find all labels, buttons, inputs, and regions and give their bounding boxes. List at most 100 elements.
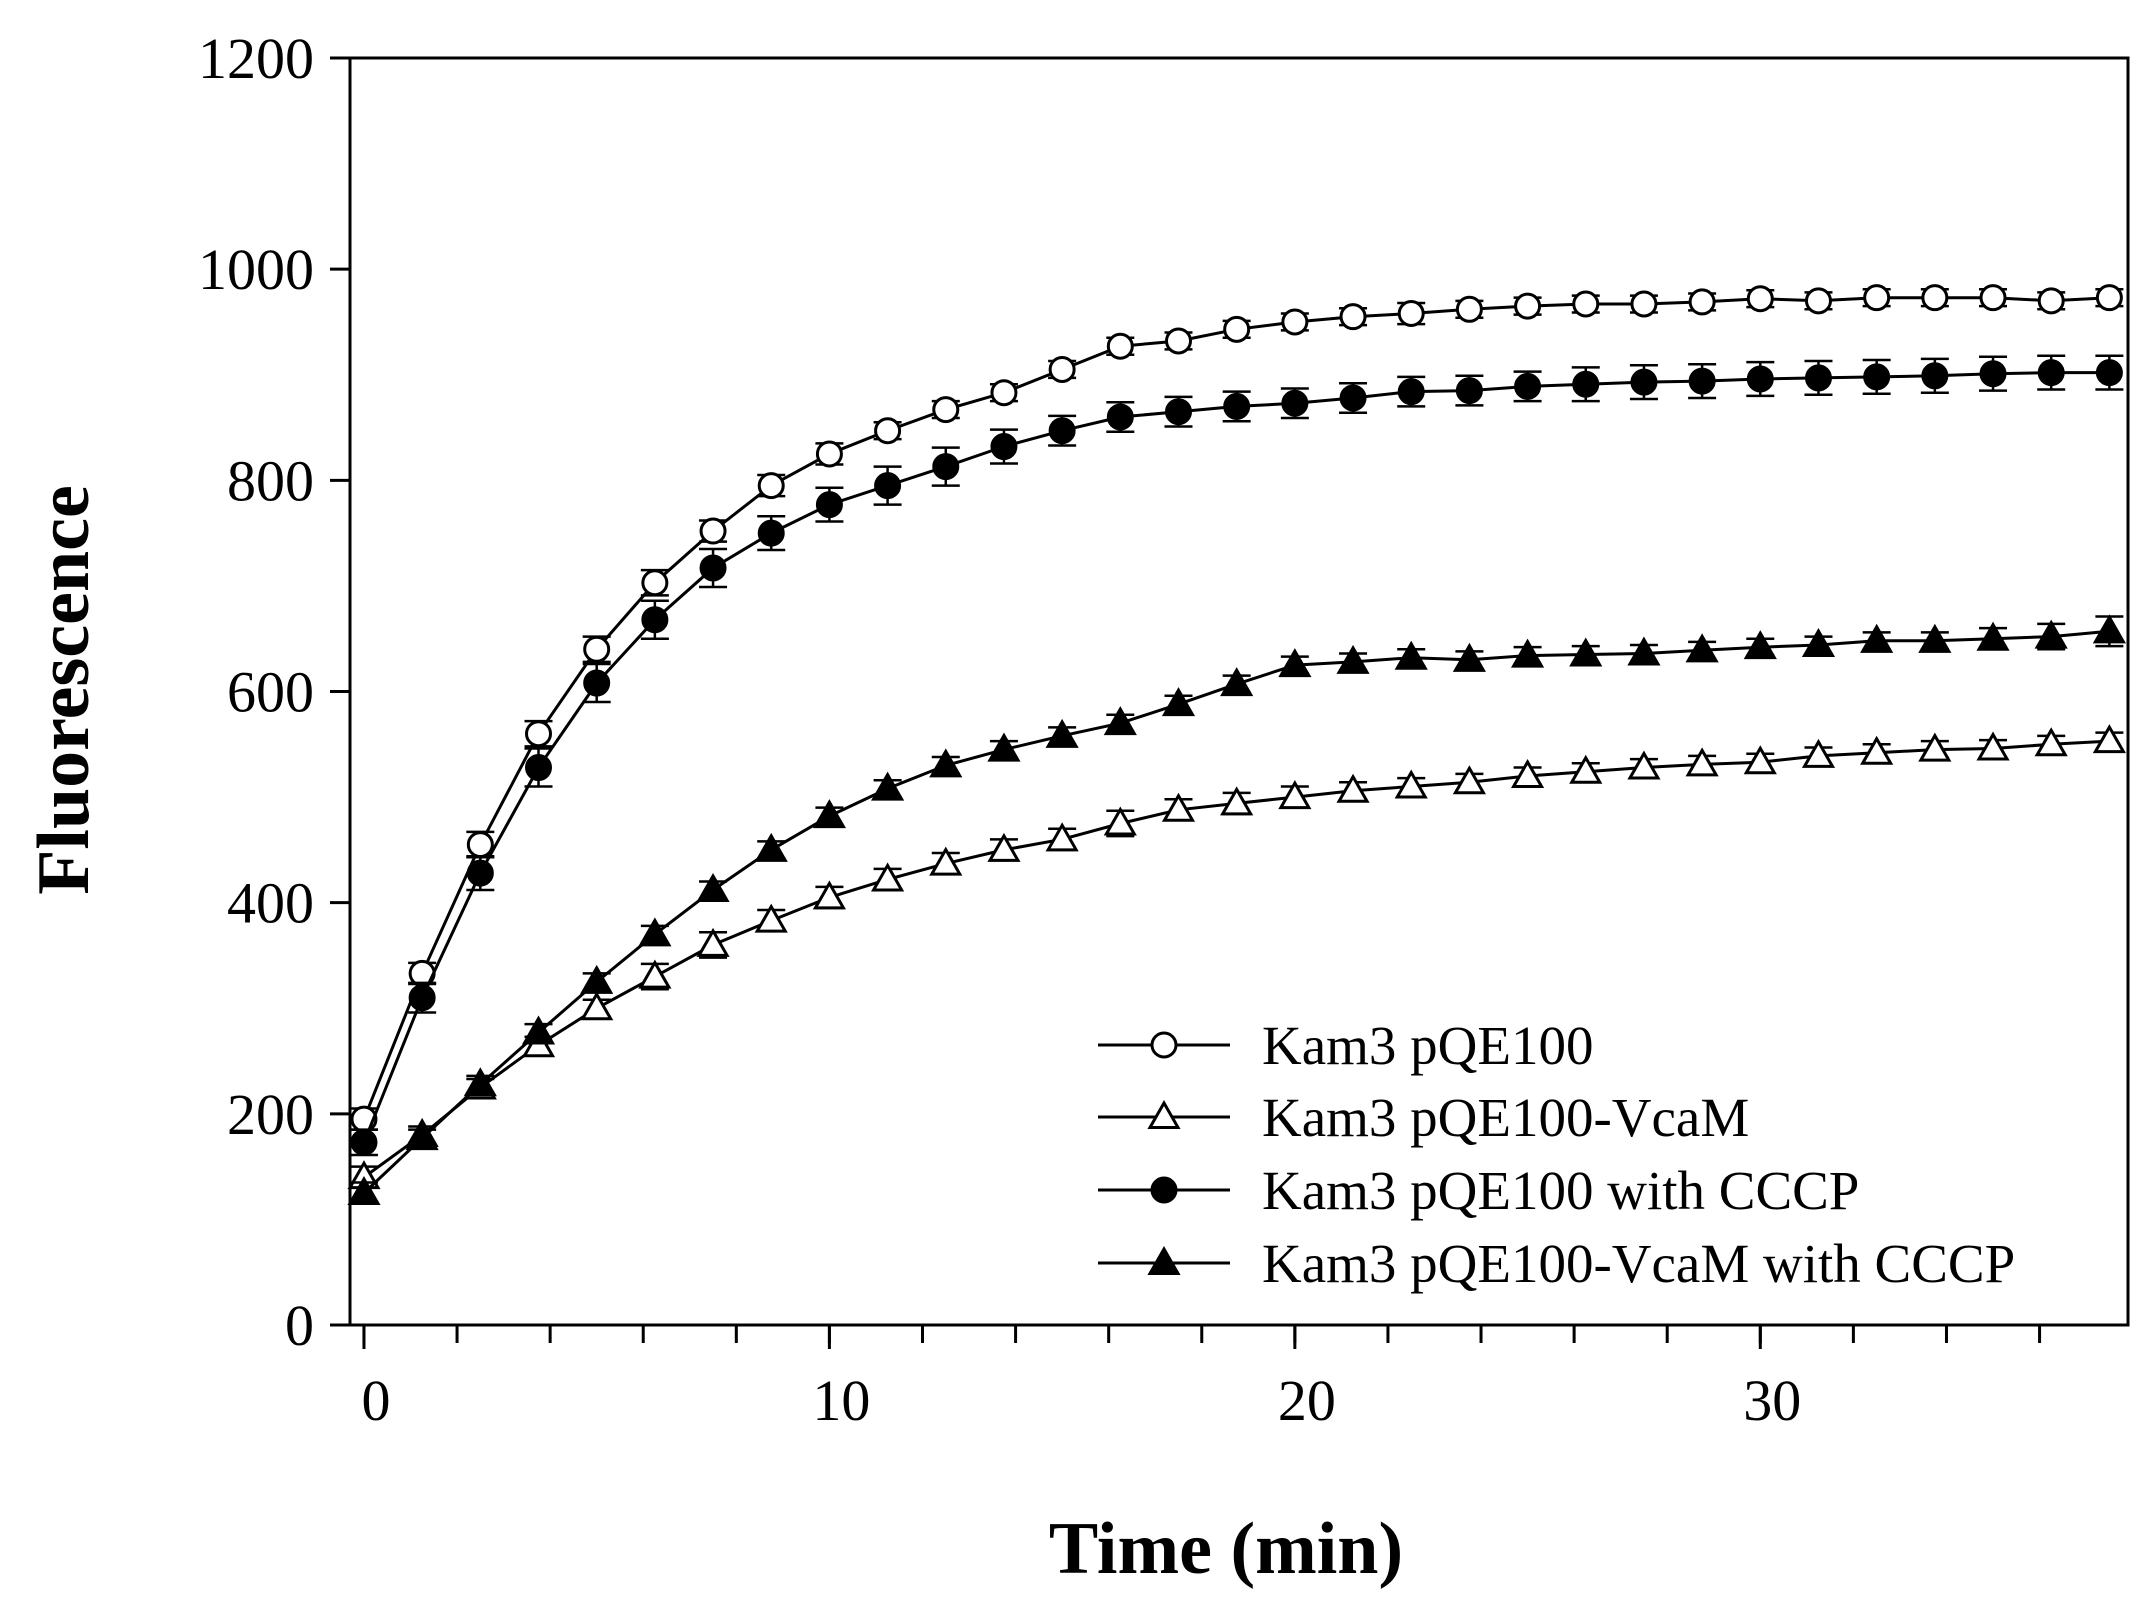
data-point [638,959,672,989]
data-point [1572,290,1600,318]
data-point [2037,359,2065,387]
data-point [1223,392,1251,420]
data-point [1630,368,1658,396]
y-tick-label: 1200 [198,26,314,91]
data-point [696,927,730,957]
data-point [1045,822,1079,852]
data-point [1161,792,1196,822]
data-point [1863,284,1891,312]
x-tick-label: 30 [1743,1368,1801,1433]
y-tick-label: 800 [227,448,314,513]
data-point [2037,287,2065,315]
data-point [1569,754,1603,784]
data-point [754,832,788,862]
data-point [1860,623,1894,653]
data-point [1103,806,1137,836]
data-point [347,1175,381,1206]
data-point [521,1015,556,1045]
data-point [1510,758,1545,788]
data-point [1278,780,1312,810]
data-point [2095,284,2123,312]
legend-marker [1147,1245,1181,1275]
data-point [1452,642,1486,672]
y-tick-label: 600 [227,660,314,725]
series-3 [349,354,2124,1157]
data-point [1106,332,1134,360]
data-point [1048,417,1076,445]
data-point [583,669,611,697]
data-point [754,903,788,933]
data-point [1918,623,1952,653]
data-point [2034,619,2068,649]
series-2 [347,724,2126,1190]
series-line [362,629,2110,1195]
data-point [638,917,672,947]
data-point [1688,367,1716,395]
data-point [1743,630,1777,660]
data-point [1921,362,1949,390]
data-point [929,846,963,876]
data-point [1804,364,1832,392]
data-point [641,569,669,597]
data-point [871,862,905,892]
data-point [871,771,905,801]
data-point [1103,706,1137,736]
data-point [463,1067,497,1097]
data-point [1339,384,1367,412]
legend: Kam3 pQE100 Kam3 pQE100-VcaM Kam3 pQE100 w… [1098,1015,2015,1294]
series-4 [347,614,2126,1206]
data-point [1746,285,1774,313]
data-point [1801,738,1836,768]
data-point [408,984,436,1012]
legend-label: Kam3 pQE100-VcaM [1262,1087,1749,1148]
data-point [405,1121,439,1151]
data-point [757,472,785,500]
data-point [2034,727,2068,757]
data-point [1688,288,1716,316]
data-point [466,831,494,859]
y-tick-label: 400 [227,871,314,936]
data-point [583,635,611,663]
data-point [987,832,1021,862]
series-1 [349,284,2124,1133]
data-point [1045,718,1079,748]
data-point [1630,290,1658,318]
data-point [1164,327,1192,355]
data-point [1339,303,1367,331]
data-point [1514,372,1542,400]
data-point [1452,765,1486,795]
legend-item-2: Kam3 pQE100-VcaM [1098,1087,1749,1148]
data-point [525,720,553,748]
data-point [1397,378,1425,406]
y-tick-label: 0 [285,1293,314,1358]
data-point [1918,732,1952,762]
data-point [1979,284,2007,312]
data-point [990,379,1018,407]
data-point [1976,731,2010,761]
data-point [1397,300,1425,328]
data-point [1863,363,1891,391]
data-point [1455,295,1483,323]
data-point [1164,398,1192,426]
data-point [1281,308,1309,336]
data-point [1627,750,1661,780]
x-axis-title: Time (min) [1049,1508,1403,1590]
y-tick-label: 200 [227,1082,314,1147]
legend-label: Kam3 pQE100 with CCCP [1262,1160,1859,1221]
data-point [525,754,553,782]
legend-item-1: Kam3 pQE100 [1098,1015,1593,1076]
data-point [987,732,1021,762]
data-point [815,491,843,519]
data-point [812,880,846,910]
x-tick-label: 20 [1278,1368,1336,1433]
data-point [1979,360,2007,388]
data-point [1569,637,1603,667]
data-point [812,799,846,829]
data-point [1804,287,1832,315]
data-point [1510,638,1545,668]
data-point [1281,389,1309,417]
data-point [1976,621,2010,651]
legend-marker [1150,1031,1178,1059]
